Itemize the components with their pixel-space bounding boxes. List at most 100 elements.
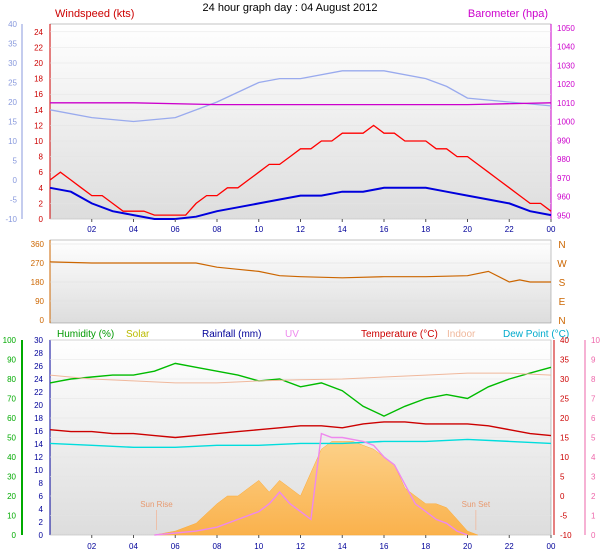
- direction-tick-label: 270: [31, 259, 45, 268]
- x-tick-label: 16: [380, 225, 389, 234]
- baro-tick-label: 1040: [557, 43, 575, 52]
- x-tick-label: 14: [338, 225, 347, 234]
- x-tick-label: 10: [254, 225, 263, 234]
- rainfall-tick-label: 0: [39, 531, 44, 540]
- rainfall-tick-label: 16: [34, 427, 43, 436]
- wind-tick-label: 24: [34, 28, 43, 37]
- humidity-tick-label: 10: [7, 512, 16, 521]
- panel-wind-baro-plot: [49, 23, 552, 220]
- x-tick-label: 08: [213, 225, 222, 234]
- direction-tick-label: 90: [35, 297, 44, 306]
- baro-tick-label: 1030: [557, 61, 575, 70]
- temperature-tick-label: 30: [560, 375, 569, 384]
- temperature-tick-label: 25: [560, 395, 569, 404]
- x-tick-label: 02: [87, 225, 96, 234]
- outer-tick-label: 0: [13, 176, 18, 185]
- baro-tick-label: 950: [557, 211, 571, 220]
- baro-tick-label: 970: [557, 174, 571, 183]
- x-tick-label: 06: [171, 225, 180, 234]
- humidity-tick-label: 50: [7, 434, 16, 443]
- annotation-label: Sun Rise: [140, 500, 173, 509]
- legend-item: Dew Point (°C): [503, 329, 569, 340]
- x-tick-label: 00: [547, 225, 556, 234]
- uv-tick-label: 0: [591, 531, 596, 540]
- direction-tick-label: 360: [31, 240, 45, 249]
- temperature-tick-label: 20: [560, 414, 569, 423]
- rainfall-tick-label: 4: [39, 505, 44, 514]
- uv-tick-label: 5: [591, 434, 596, 443]
- rainfall-tick-label: 6: [39, 492, 44, 501]
- uv-tick-label: 8: [591, 375, 596, 384]
- temperature-tick-label: 15: [560, 434, 569, 443]
- panel-temp-humidity: Humidity (%) Solar Rainfall (mm) UV Temperat…: [3, 329, 600, 551]
- x-tick-label: 02: [87, 542, 96, 551]
- baro-tick-label: 960: [557, 193, 571, 202]
- x-tick-label: 12: [296, 225, 305, 234]
- wind-tick-label: 0: [39, 215, 44, 224]
- series-barometer: [50, 102, 552, 106]
- humidity-tick-label: 80: [7, 375, 16, 384]
- direction-tick-label: 180: [31, 278, 45, 287]
- humidity-tick-label: 90: [7, 356, 16, 365]
- wind-tick-label: 20: [34, 59, 43, 68]
- baro-title: Barometer (hpa): [468, 8, 548, 20]
- compass-label: S: [559, 278, 566, 289]
- x-tick-label: 08: [213, 542, 222, 551]
- x-tick-label: 14: [338, 542, 347, 551]
- rainfall-tick-label: 2: [39, 518, 44, 527]
- rainfall-tick-label: 20: [34, 401, 43, 410]
- baro-tick-label: 1050: [557, 24, 575, 33]
- baro-tick-label: 1020: [557, 80, 575, 89]
- compass-label: W: [557, 259, 567, 270]
- x-tick-label: 04: [129, 225, 138, 234]
- wind-tick-label: 6: [39, 168, 44, 177]
- legend-item: Rainfall (mm): [202, 329, 261, 340]
- x-tick-label: 20: [463, 542, 472, 551]
- humidity-tick-label: 20: [7, 492, 16, 501]
- humidity-tick-label: 100: [3, 336, 17, 345]
- x-tick-label: 20: [463, 225, 472, 234]
- x-tick-label: 16: [380, 542, 389, 551]
- uv-tick-label: 3: [591, 473, 596, 482]
- legend-item: Humidity (%): [57, 329, 114, 340]
- wind-tick-label: 4: [39, 184, 44, 193]
- temperature-tick-label: 5: [560, 473, 565, 482]
- uv-tick-label: 9: [591, 356, 596, 365]
- rainfall-tick-label: 14: [34, 440, 43, 449]
- rainfall-tick-label: 10: [34, 466, 43, 475]
- temperature-tick-label: -5: [560, 512, 568, 521]
- wind-tick-label: 12: [34, 121, 43, 130]
- series-uv: [154, 432, 468, 536]
- panel-wind-baro: Windspeed (kts) Barometer (hpa) 40353025…: [5, 8, 575, 234]
- rainfall-tick-label: 26: [34, 362, 43, 371]
- rainfall-tick-label: 18: [34, 414, 43, 423]
- outer-tick-label: -10: [5, 215, 17, 224]
- x-tick-label: 18: [421, 225, 430, 234]
- humidity-tick-label: 30: [7, 473, 16, 482]
- baro-tick-label: 1010: [557, 99, 575, 108]
- outer-tick-label: 25: [8, 79, 17, 88]
- temperature-tick-label: 10: [560, 453, 569, 462]
- series-solar: [154, 441, 478, 536]
- baro-tick-label: 990: [557, 136, 571, 145]
- temperature-tick-label: -10: [560, 531, 572, 540]
- x-tick-label: 10: [254, 542, 263, 551]
- series-wind-direction: [49, 261, 551, 283]
- uv-tick-label: 10: [591, 336, 600, 345]
- x-tick-label: 22: [505, 225, 514, 234]
- series-humidity: [49, 362, 552, 417]
- outer-tick-label: 5: [13, 157, 18, 166]
- series-wind-gust: [49, 124, 552, 216]
- series-wind-average: [49, 186, 552, 220]
- wind-tick-label: 22: [34, 43, 43, 52]
- rainfall-tick-label: 22: [34, 388, 43, 397]
- series-indoor: [49, 372, 552, 384]
- legend-item: Indoor: [447, 329, 476, 340]
- legend-item: Solar: [126, 329, 150, 340]
- wind-title: Windspeed (kts): [55, 8, 134, 20]
- outer-tick-label: -5: [10, 196, 18, 205]
- series-outer-scale-trace: [49, 70, 552, 123]
- series-temperature: [49, 421, 552, 439]
